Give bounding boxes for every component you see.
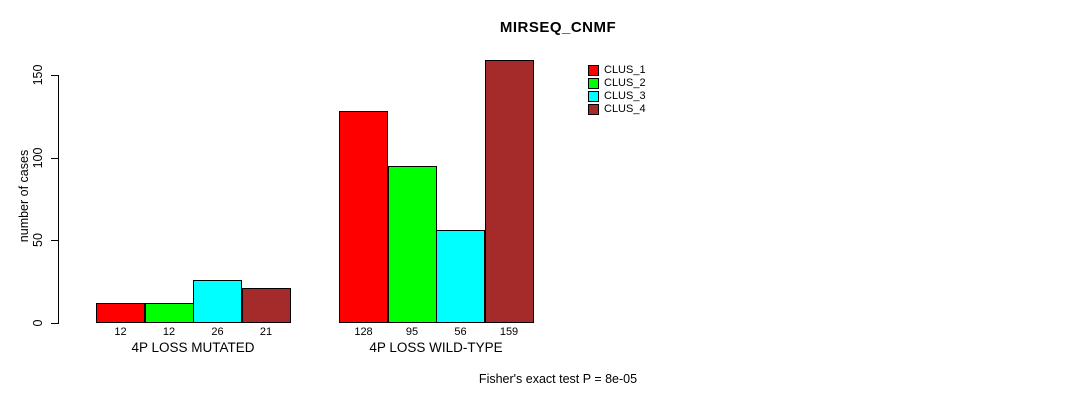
x-category-label: 4P LOSS WILD-TYPE bbox=[369, 340, 503, 355]
legend-item: CLUS_1 bbox=[588, 64, 646, 77]
legend-label: CLUS_1 bbox=[604, 64, 646, 76]
y-tick-label: 50 bbox=[31, 233, 45, 248]
y-tick-label: 100 bbox=[31, 147, 45, 169]
bar-clus_3-group2 bbox=[436, 230, 485, 323]
bar-value-label: 56 bbox=[454, 326, 467, 338]
chart-title: MIRSEQ_CNMF bbox=[499, 19, 617, 36]
bar-clus_2-group2 bbox=[387, 165, 437, 323]
bar-clus_1-group2 bbox=[339, 111, 388, 323]
bar-value-label: 26 bbox=[211, 326, 224, 338]
y-axis-title: number of cases bbox=[17, 149, 31, 243]
bar-value-label: 128 bbox=[354, 326, 373, 338]
bar-clus_1-group1 bbox=[96, 303, 145, 323]
legend-label: CLUS_2 bbox=[604, 77, 646, 89]
bar-value-label: 159 bbox=[499, 326, 519, 338]
bar-clus_2-group1 bbox=[144, 303, 194, 323]
legend-label: CLUS_3 bbox=[604, 90, 646, 102]
fisher-test-annotation: Fisher's exact test P = 8e-05 bbox=[478, 372, 638, 386]
legend-swatch-icon bbox=[588, 91, 599, 102]
bar-value-label: 12 bbox=[114, 326, 127, 338]
y-axis-tick bbox=[51, 75, 58, 76]
legend-item: CLUS_2 bbox=[588, 77, 646, 90]
legend: CLUS_1 CLUS_2 CLUS_3 CLUS_4 bbox=[588, 64, 646, 116]
bar-clus_4-group1 bbox=[241, 288, 291, 323]
x-category-label: 4P LOSS MUTATED bbox=[131, 340, 255, 355]
legend-label: CLUS_4 bbox=[604, 103, 646, 115]
y-tick-label: 150 bbox=[31, 64, 45, 86]
legend-swatch-icon bbox=[588, 78, 599, 89]
y-axis-line bbox=[58, 75, 59, 324]
legend-item: CLUS_3 bbox=[588, 90, 646, 103]
bar-clus_4-group2 bbox=[484, 60, 534, 323]
y-axis-tick bbox=[51, 323, 58, 324]
y-axis-tick bbox=[51, 240, 58, 242]
y-axis-tick bbox=[51, 157, 58, 159]
bar-value-label: 95 bbox=[405, 326, 419, 338]
legend-item: CLUS_4 bbox=[588, 103, 646, 116]
bar-value-label: 12 bbox=[162, 326, 176, 338]
bar-value-label: 21 bbox=[259, 326, 273, 338]
y-tick-label: 0 bbox=[31, 319, 45, 327]
legend-swatch-icon bbox=[588, 104, 599, 115]
bar-clus_3-group1 bbox=[193, 280, 242, 323]
legend-swatch-icon bbox=[588, 65, 599, 76]
